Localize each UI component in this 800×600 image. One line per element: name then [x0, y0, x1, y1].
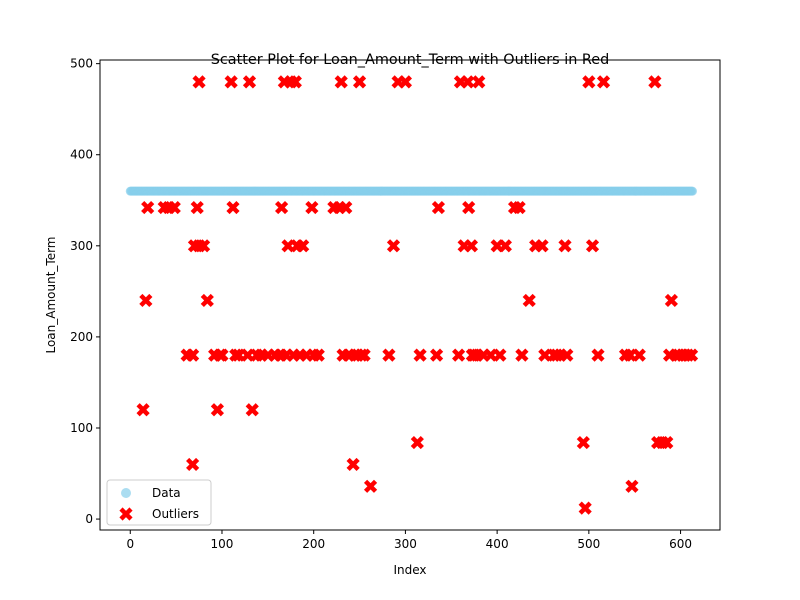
outlier-point: [585, 239, 600, 253]
outlier-point: [582, 75, 596, 89]
outlier-point: [305, 200, 319, 215]
legend-marker-data: [121, 488, 131, 498]
outlier-point: [334, 75, 348, 89]
y-tick-label: 0: [85, 512, 93, 526]
outlier-point: [430, 348, 444, 362]
outlier-point: [197, 239, 211, 253]
x-tick-label: 400: [486, 537, 509, 551]
outlier-point: [493, 348, 507, 362]
outlier-point: [339, 200, 353, 215]
outlier-point: [632, 348, 646, 362]
outlier-point: [245, 403, 259, 417]
outlier-point: [275, 200, 289, 215]
outlier-point: [684, 348, 699, 362]
outlier-point: [464, 239, 479, 253]
outlier-point: [382, 348, 396, 362]
outlier-point: [288, 75, 302, 89]
outlier-point: [186, 348, 200, 362]
legend: Data Outliers: [106, 479, 212, 526]
outlier-point: [558, 239, 572, 253]
outlier-point: [357, 348, 371, 362]
outlier-point: [576, 435, 590, 450]
outlier-point: [398, 75, 413, 89]
outlier-point: [413, 348, 427, 362]
outlier-point: [625, 479, 639, 493]
outlier-point: [664, 293, 678, 308]
y-tick-label: 500: [70, 57, 93, 71]
outlier-point: [535, 239, 549, 253]
outlier-point: [136, 403, 150, 417]
outlier-point: [226, 200, 240, 215]
outlier-point: [363, 479, 378, 493]
legend-label-data: Data: [152, 486, 181, 500]
x-tick-label: 300: [394, 537, 417, 551]
outlier-point: [215, 348, 229, 362]
x-tick-label: 500: [577, 537, 600, 551]
outlier-point: [515, 348, 529, 362]
x-axis-title: Index: [393, 563, 426, 577]
data-point: [687, 186, 697, 196]
outlier-point: [296, 239, 310, 253]
outlier-point: [192, 75, 206, 89]
outlier-point: [186, 457, 200, 472]
outlier-point: [648, 75, 662, 89]
plot-marks: [125, 75, 699, 515]
outlier-point: [311, 348, 325, 362]
legend-box: [106, 479, 212, 526]
outlier-point: [167, 200, 181, 215]
y-axis-title: Loan_Amount_Term: [44, 236, 58, 353]
outlier-point: [190, 200, 204, 215]
outlier-point: [141, 200, 155, 215]
outlier-point: [462, 200, 476, 215]
outlier-point: [224, 75, 238, 89]
x-tick-label: 100: [211, 537, 234, 551]
outlier-point: [560, 348, 574, 362]
plot-frame: [99, 59, 721, 531]
outlier-point: [512, 200, 526, 215]
outlier-point: [461, 75, 475, 89]
outlier-point: [200, 293, 214, 308]
outlier-point: [578, 501, 592, 515]
legend-label-outliers: Outliers: [152, 507, 199, 521]
outlier-point: [522, 293, 536, 308]
x-axis-ticks: 0 100 200 300 400 500 600: [126, 530, 692, 551]
x-tick-label: 0: [126, 537, 134, 551]
y-tick-label: 200: [70, 330, 93, 344]
outlier-point: [596, 75, 611, 89]
outlier-point: [210, 403, 224, 417]
outlier-point: [591, 348, 605, 362]
legend-x-icon: [119, 507, 133, 521]
outlier-point: [660, 435, 674, 450]
outlier-point: [346, 457, 360, 472]
y-tick-label: 400: [70, 148, 93, 162]
y-tick-label: 300: [70, 239, 93, 253]
outlier-point: [352, 75, 367, 89]
y-axis-ticks: 0 100 200 300 400 500: [70, 57, 100, 526]
outlier-point: [498, 239, 512, 253]
outlier-point: [452, 348, 466, 362]
outlier-point: [472, 75, 486, 89]
outlier-point: [242, 75, 257, 89]
outlier-point: [431, 200, 446, 215]
outlier-point: [139, 293, 153, 308]
outlier-point: [386, 239, 401, 253]
x-tick-label: 200: [302, 537, 325, 551]
legend-marker-outliers: [119, 507, 133, 521]
x-tick-label: 600: [669, 537, 692, 551]
outlier-point: [410, 435, 424, 450]
y-tick-label: 100: [70, 421, 93, 435]
